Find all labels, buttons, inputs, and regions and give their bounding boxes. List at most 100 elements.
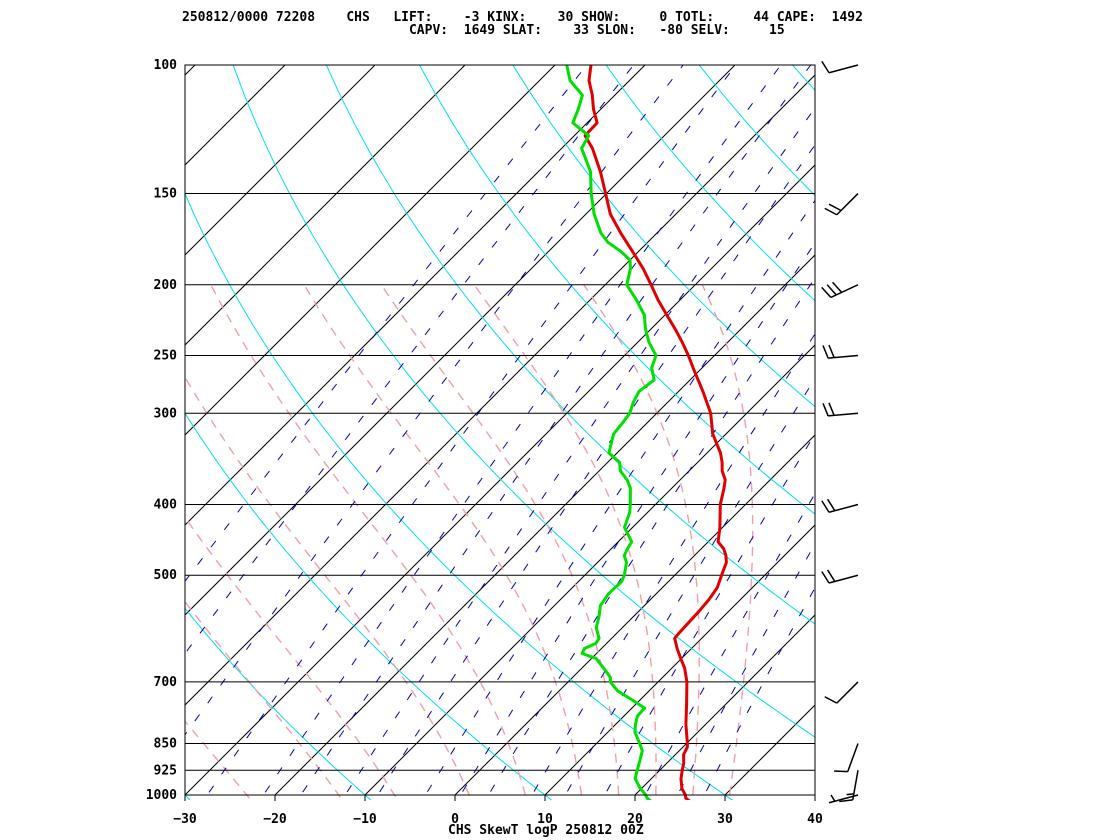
temperature-tick-label: 40 (807, 812, 823, 827)
mixing-ratio-line (561, 377, 815, 800)
dry-adiabat (185, 412, 553, 800)
wind-barb-staff (828, 412, 859, 417)
wind-barb-flag (821, 286, 832, 298)
background-lines (0, 65, 1120, 811)
header-line-1: 250812/0000 72208 CHS LIFT: -3 KINX: 30 … (182, 10, 863, 25)
mixing-ratio-line (484, 276, 815, 800)
wind-barb-flag (828, 344, 835, 358)
dry-adiabat (232, 65, 815, 738)
wind-barb-flag (832, 281, 843, 293)
moist-adiabat (583, 284, 700, 800)
moist-adiabat (185, 375, 473, 800)
wind-barb-flag (821, 60, 830, 74)
chart-title: CHS SkewT logP 250812 00Z (448, 823, 644, 838)
wind-barb-flag (826, 284, 837, 296)
temperature-tick-label: −10 (353, 812, 377, 827)
moist-adiabat (210, 284, 528, 800)
pressure-tick-label: 100 (154, 58, 178, 73)
wind-barb-staff (836, 193, 859, 216)
isotherm (544, 524, 815, 796)
mixing-ratio-line (185, 65, 634, 655)
wind-barb-half-flag (846, 793, 854, 796)
temperature-tick-label: 20 (627, 812, 643, 827)
wind-barb-flag (826, 569, 836, 582)
wind-barb (822, 402, 859, 417)
dewpoint-profile (565, 65, 658, 800)
wind-barb-flag (821, 571, 830, 584)
isotherm (185, 65, 466, 346)
pressure-tick-label: 150 (154, 187, 178, 202)
wind-barb-half-flag (830, 794, 836, 802)
moist-adiabat (701, 284, 754, 800)
wind-barb-staff (830, 284, 859, 299)
pressure-tick-label: 400 (154, 498, 178, 513)
mixing-ratio-line (456, 242, 815, 800)
mixing-ratio-line (601, 433, 815, 800)
wind-barb-flag (828, 402, 835, 416)
isotherm (724, 704, 815, 796)
pressure-tick-label: 200 (154, 278, 178, 293)
mixing-ratio-line (421, 199, 815, 800)
moist-adiabat (185, 516, 399, 800)
moist-adiabat (473, 284, 657, 800)
moist-adiabat (0, 285, 170, 811)
isotherm (185, 65, 286, 166)
wind-barb-staff (828, 64, 859, 74)
temperature-tick-label: 30 (717, 812, 733, 827)
wind-barb-flag (824, 696, 838, 704)
mixing-ratio-line (185, 65, 588, 583)
dry-adiabat (605, 65, 815, 302)
mixing-ratio-line (185, 65, 684, 736)
pressure-tick-label: 925 (154, 763, 177, 778)
isotherm (454, 434, 815, 796)
isotherm (814, 794, 815, 795)
isotherm (185, 65, 376, 256)
dry-adiabat (512, 65, 815, 408)
isotherm (185, 65, 736, 616)
wind-barb-flag (822, 345, 829, 359)
mixing-ratio-line (642, 492, 815, 800)
pressure-tick-label: 250 (154, 348, 178, 363)
wind-barb (822, 344, 859, 359)
isotherm (185, 164, 815, 796)
pressure-tick-label: 1000 (146, 788, 177, 803)
wind-barb-staff (828, 503, 859, 513)
temperature-profile (583, 65, 728, 800)
isotherm (274, 254, 815, 796)
wind-barb (834, 743, 859, 773)
dry-adiabat (185, 192, 734, 800)
dry-adiabat (886, 65, 1120, 811)
wind-barb-flag (834, 770, 848, 773)
wind-barb (824, 193, 859, 216)
temperature-tick-label: −30 (173, 812, 197, 827)
plot-border (184, 64, 816, 796)
profiles (565, 65, 728, 800)
moist-adiabat (185, 720, 252, 800)
wind-barb-flag (824, 207, 838, 216)
mixing-ratio-line (259, 65, 782, 800)
dry-adiabat (185, 794, 191, 800)
wind-barb-flag (839, 799, 853, 803)
wind-barb-staff (828, 354, 859, 359)
isotherm (185, 65, 556, 436)
pressure-tick-label: 300 (154, 406, 178, 421)
temperature-tick-label: 0 (451, 812, 459, 827)
wind-barb (821, 498, 859, 513)
temperature-tick-label: −20 (263, 812, 287, 827)
mixing-ratio-line (341, 107, 815, 800)
wind-barb-flag (822, 403, 829, 417)
wind-barb (821, 281, 859, 299)
wind-barb-staff (836, 681, 859, 704)
isotherm (185, 74, 815, 706)
isotherm (634, 614, 815, 796)
wind-barb (821, 569, 859, 584)
isotherm (364, 344, 815, 796)
wind-barb-staff (847, 743, 859, 772)
temperature-tick-label: 10 (537, 812, 553, 827)
wind-barb-flag (821, 500, 830, 513)
pressure-tick-label: 850 (154, 736, 178, 751)
mixing-ratio-line (374, 144, 815, 800)
